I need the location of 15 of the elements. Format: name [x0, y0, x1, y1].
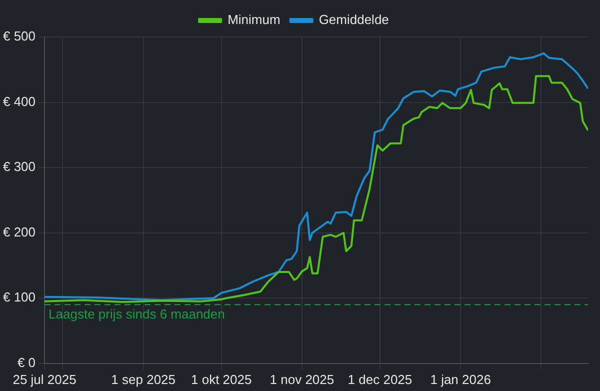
ref-line-label: Laagste prijs sinds 6 maanden	[48, 306, 225, 322]
y-tick-label: € 500	[2, 28, 36, 44]
y-tick-label: € 200	[2, 224, 36, 240]
legend-label: Minimum	[228, 12, 280, 28]
x-tick-label: 1 nov 2025	[270, 372, 334, 387]
x-tick-label: 25 jul 2025	[12, 372, 76, 387]
y-tick-label: € 100	[2, 290, 36, 305]
y-tick-label: € 300	[2, 159, 36, 174]
y-tick-label: € 400	[2, 94, 36, 109]
x-tick-label: 1 sep 2025	[111, 372, 176, 387]
legend-label: Gemiddelde	[318, 12, 389, 28]
y-tick-label: € 0	[17, 354, 36, 370]
x-tick-label: 1 dec 2025	[348, 372, 412, 387]
x-tick-label: 1 jan 2026	[430, 372, 491, 387]
x-tick-label: 1 okt 2025	[190, 372, 252, 387]
